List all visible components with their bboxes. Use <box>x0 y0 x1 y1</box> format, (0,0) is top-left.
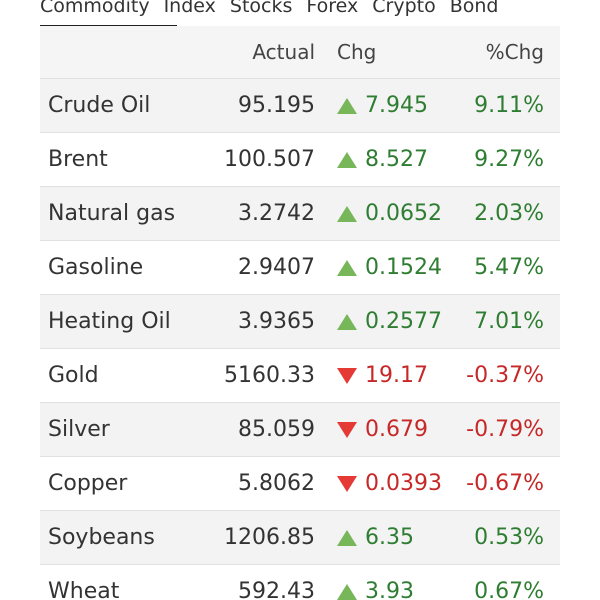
header-actual[interactable]: Actual <box>252 40 315 64</box>
actual-value: 1206.85 <box>224 525 315 550</box>
percent-change: 0.67% <box>474 579 544 600</box>
commodity-name: Gasoline <box>48 255 144 280</box>
actual-value: 95.195 <box>238 93 315 118</box>
table-row[interactable]: Soybeans 1206.85 6.35 0.53% <box>40 510 560 564</box>
commodity-name: Brent <box>48 147 108 172</box>
tab-commodity[interactable]: Commodity <box>40 0 150 17</box>
table-row[interactable]: Copper 5.8062 0.0393 -0.67% <box>40 456 560 510</box>
change-value: 3.93 <box>365 579 414 600</box>
up-triangle-icon <box>337 259 357 276</box>
down-triangle-icon <box>337 421 357 438</box>
actual-value: 5.8062 <box>238 471 315 496</box>
down-triangle-icon <box>337 475 357 492</box>
change-value: 0.2577 <box>365 309 442 334</box>
table-row[interactable]: Natural gas 3.2742 0.0652 2.03% <box>40 186 560 240</box>
tab-index[interactable]: Index <box>163 0 216 17</box>
table-body: Crude Oil 95.195 7.945 9.11% Brent 100.5… <box>40 78 560 600</box>
change-value: 0.679 <box>365 417 428 442</box>
commodity-name: Soybeans <box>48 525 155 550</box>
change-cell: 19.17 <box>315 363 455 388</box>
tab-stocks[interactable]: Stocks <box>229 0 293 17</box>
commodity-name: Gold <box>48 363 99 388</box>
table-header: Actual Chg %Chg <box>40 26 560 78</box>
down-triangle-icon <box>337 367 357 384</box>
change-cell: 8.527 <box>315 147 455 172</box>
table-row[interactable]: Brent 100.507 8.527 9.27% <box>40 132 560 186</box>
tab-crypto[interactable]: Crypto <box>372 0 436 17</box>
change-cell: 0.679 <box>315 417 455 442</box>
change-cell: 0.0393 <box>315 471 455 496</box>
commodity-quotes-table: Actual Chg %Chg Crude Oil 95.195 7.945 9… <box>40 26 560 600</box>
tab-bond[interactable]: Bond <box>449 0 499 17</box>
up-triangle-icon <box>337 151 357 168</box>
actual-value: 3.2742 <box>238 201 315 226</box>
commodity-name: Copper <box>48 471 128 496</box>
up-triangle-icon <box>337 529 357 546</box>
change-value: 7.945 <box>365 93 428 118</box>
change-value: 19.17 <box>365 363 428 388</box>
change-value: 6.35 <box>365 525 414 550</box>
table-row[interactable]: Silver 85.059 0.679 -0.79% <box>40 402 560 456</box>
change-cell: 6.35 <box>315 525 455 550</box>
table-row[interactable]: Gold 5160.33 19.17 -0.37% <box>40 348 560 402</box>
actual-value: 592.43 <box>238 579 315 600</box>
percent-change: 7.01% <box>474 309 544 334</box>
table-row[interactable]: Heating Oil 3.9365 0.2577 7.01% <box>40 294 560 348</box>
actual-value: 2.9407 <box>238 255 315 280</box>
percent-change: 2.03% <box>474 201 544 226</box>
commodity-name: Wheat <box>48 579 120 600</box>
actual-value: 85.059 <box>238 417 315 442</box>
change-value: 0.0652 <box>365 201 442 226</box>
change-cell: 0.2577 <box>315 309 455 334</box>
commodity-name: Crude Oil <box>48 93 151 118</box>
percent-change: 9.27% <box>474 147 544 172</box>
percent-change: -0.67% <box>466 471 544 496</box>
tab-forex[interactable]: Forex <box>306 0 359 17</box>
market-tabs: Commodity Index Stocks Forex Crypto Bond <box>40 0 560 28</box>
up-triangle-icon <box>337 205 357 222</box>
up-triangle-icon <box>337 583 357 600</box>
percent-change: 9.11% <box>474 93 544 118</box>
actual-value: 3.9365 <box>238 309 315 334</box>
percent-change: -0.37% <box>466 363 544 388</box>
percent-change: 5.47% <box>474 255 544 280</box>
table-row[interactable]: Crude Oil 95.195 7.945 9.11% <box>40 78 560 132</box>
table-row[interactable]: Gasoline 2.9407 0.1524 5.47% <box>40 240 560 294</box>
commodity-name: Silver <box>48 417 110 442</box>
table-row[interactable]: Wheat 592.43 3.93 0.67% <box>40 564 560 600</box>
up-triangle-icon <box>337 97 357 114</box>
commodity-name: Heating Oil <box>48 309 171 334</box>
change-value: 0.1524 <box>365 255 442 280</box>
change-cell: 3.93 <box>315 579 455 600</box>
up-triangle-icon <box>337 313 357 330</box>
actual-value: 5160.33 <box>224 363 315 388</box>
header-chg[interactable]: Chg <box>337 40 377 64</box>
percent-change: 0.53% <box>474 525 544 550</box>
change-cell: 7.945 <box>315 93 455 118</box>
change-value: 0.0393 <box>365 471 442 496</box>
commodity-name: Natural gas <box>48 201 176 226</box>
change-cell: 0.0652 <box>315 201 455 226</box>
header-pct-chg[interactable]: %Chg <box>485 40 544 64</box>
actual-value: 100.507 <box>224 147 315 172</box>
percent-change: -0.79% <box>466 417 544 442</box>
change-value: 8.527 <box>365 147 428 172</box>
change-cell: 0.1524 <box>315 255 455 280</box>
